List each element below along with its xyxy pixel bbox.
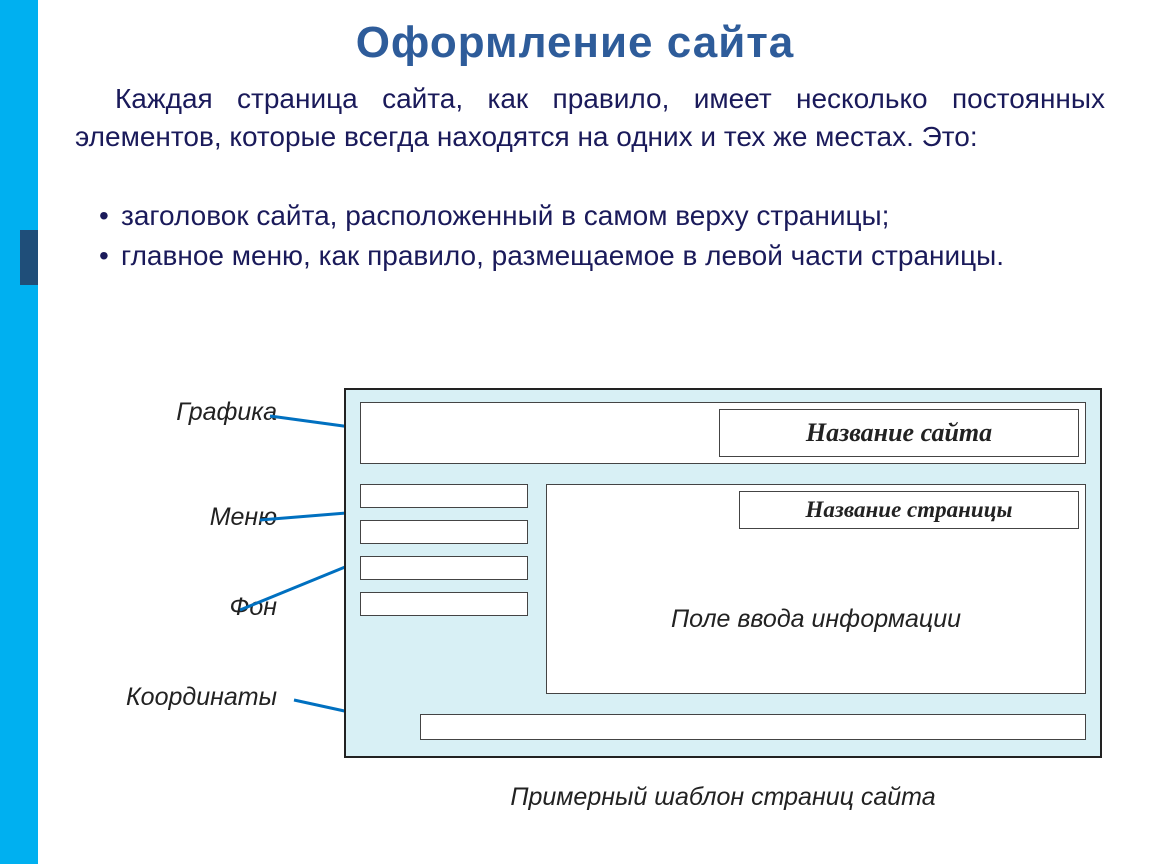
website-layout-box: Название сайта Название страницы Поле вв… [344, 388, 1102, 758]
content-area: Название страницы Поле ввода информации [546, 484, 1086, 694]
bullet-item: заголовок сайта, расположенный в самом в… [95, 198, 1105, 234]
label-coord: Координаты [62, 683, 277, 712]
page-name-box: Название страницы [739, 491, 1079, 529]
bullet-item: главное меню, как правило, размещаемое в… [95, 238, 1105, 274]
menu-item-placeholder [360, 520, 528, 544]
content-field-label: Поле ввода информации [547, 605, 1085, 634]
menu-item-placeholder [360, 592, 528, 616]
label-fon: Фон [62, 593, 277, 622]
side-stripe-light [0, 0, 38, 864]
footer-bar [420, 714, 1086, 740]
label-grafika: Графика [62, 398, 277, 427]
menu-item-placeholder [360, 556, 528, 580]
diagram-caption: Примерный шаблон страниц сайта [344, 783, 1102, 812]
side-stripe-dark [20, 230, 38, 285]
bullet-list: заголовок сайта, расположенный в самом в… [95, 198, 1105, 279]
intro-paragraph: Каждая страница сайта, как правило, имее… [75, 80, 1105, 156]
wireframe-diagram: Графика Меню Фон Координаты Название сай… [62, 388, 1102, 848]
page-title: Оформление сайта [0, 18, 1150, 68]
header-area: Название сайта [360, 402, 1086, 464]
label-menu: Меню [62, 503, 277, 532]
menu-item-placeholder [360, 484, 528, 508]
menu-column [360, 484, 528, 628]
site-name-box: Название сайта [719, 409, 1079, 457]
